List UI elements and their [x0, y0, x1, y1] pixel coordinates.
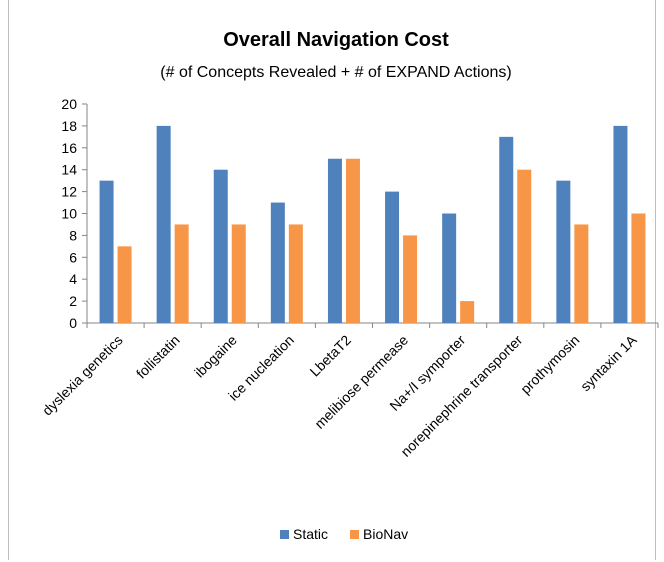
bar-static	[499, 136, 514, 323]
bar-static	[213, 169, 228, 323]
bar-static	[99, 180, 114, 323]
y-tick-label: 8	[69, 227, 77, 243]
bar-static	[385, 191, 400, 323]
x-tick-label: prothymosin	[517, 332, 582, 397]
legend-label-bionav: BioNav	[363, 526, 408, 542]
bar-bionav	[117, 246, 132, 323]
chart-subtitle: (# of Concepts Revealed + # of EXPAND Ac…	[160, 64, 511, 81]
x-tick-label: norepinephrine transporter	[397, 332, 525, 460]
x-tick-label: LbetaT2	[306, 332, 354, 380]
legend-swatch-static	[280, 530, 289, 539]
bar-bionav	[345, 158, 360, 323]
x-tick-label: dyslexia genetics	[39, 332, 126, 419]
bar-static	[270, 202, 285, 323]
bar-bionav	[517, 169, 532, 323]
y-tick-label: 12	[61, 184, 77, 200]
y-tick-label: 10	[61, 206, 77, 222]
y-tick-label: 4	[69, 271, 77, 287]
y-tick-label: 2	[69, 293, 77, 309]
y-tick-label: 16	[61, 140, 77, 156]
bar-bionav	[574, 224, 589, 323]
bar-static	[327, 158, 342, 323]
y-tick-label: 18	[61, 118, 77, 134]
legend-swatch-bionav	[350, 530, 359, 539]
y-tick-label: 6	[69, 249, 77, 265]
x-tick-label: syntaxin 1A	[577, 331, 640, 394]
legend: Static BioNav	[280, 526, 408, 542]
y-tick-label: 14	[61, 162, 77, 178]
bar-static	[613, 125, 628, 324]
bar-bionav	[460, 301, 475, 323]
legend-label-static: Static	[293, 526, 328, 542]
bar-bionav	[288, 224, 303, 323]
x-tick-label: ibogaine	[191, 332, 240, 381]
bar-bionav	[174, 224, 189, 323]
bar-bionav	[231, 224, 246, 323]
bar-static	[556, 180, 571, 323]
x-tick-label: follistatin	[133, 332, 183, 382]
bar-static	[156, 125, 171, 324]
bar-static	[442, 213, 457, 323]
y-tick-label: 0	[69, 315, 77, 331]
y-tick-label: 20	[61, 96, 77, 112]
bar-bionav	[403, 235, 418, 323]
plot-area: 0 2 4 6 8 10 12 14 16 18 20 dyslexia genetics follis…	[39, 96, 659, 460]
bar-bionav	[631, 213, 646, 323]
chart-title: Overall Navigation Cost	[223, 29, 449, 51]
x-tick-label: melibiose permease	[311, 332, 411, 432]
